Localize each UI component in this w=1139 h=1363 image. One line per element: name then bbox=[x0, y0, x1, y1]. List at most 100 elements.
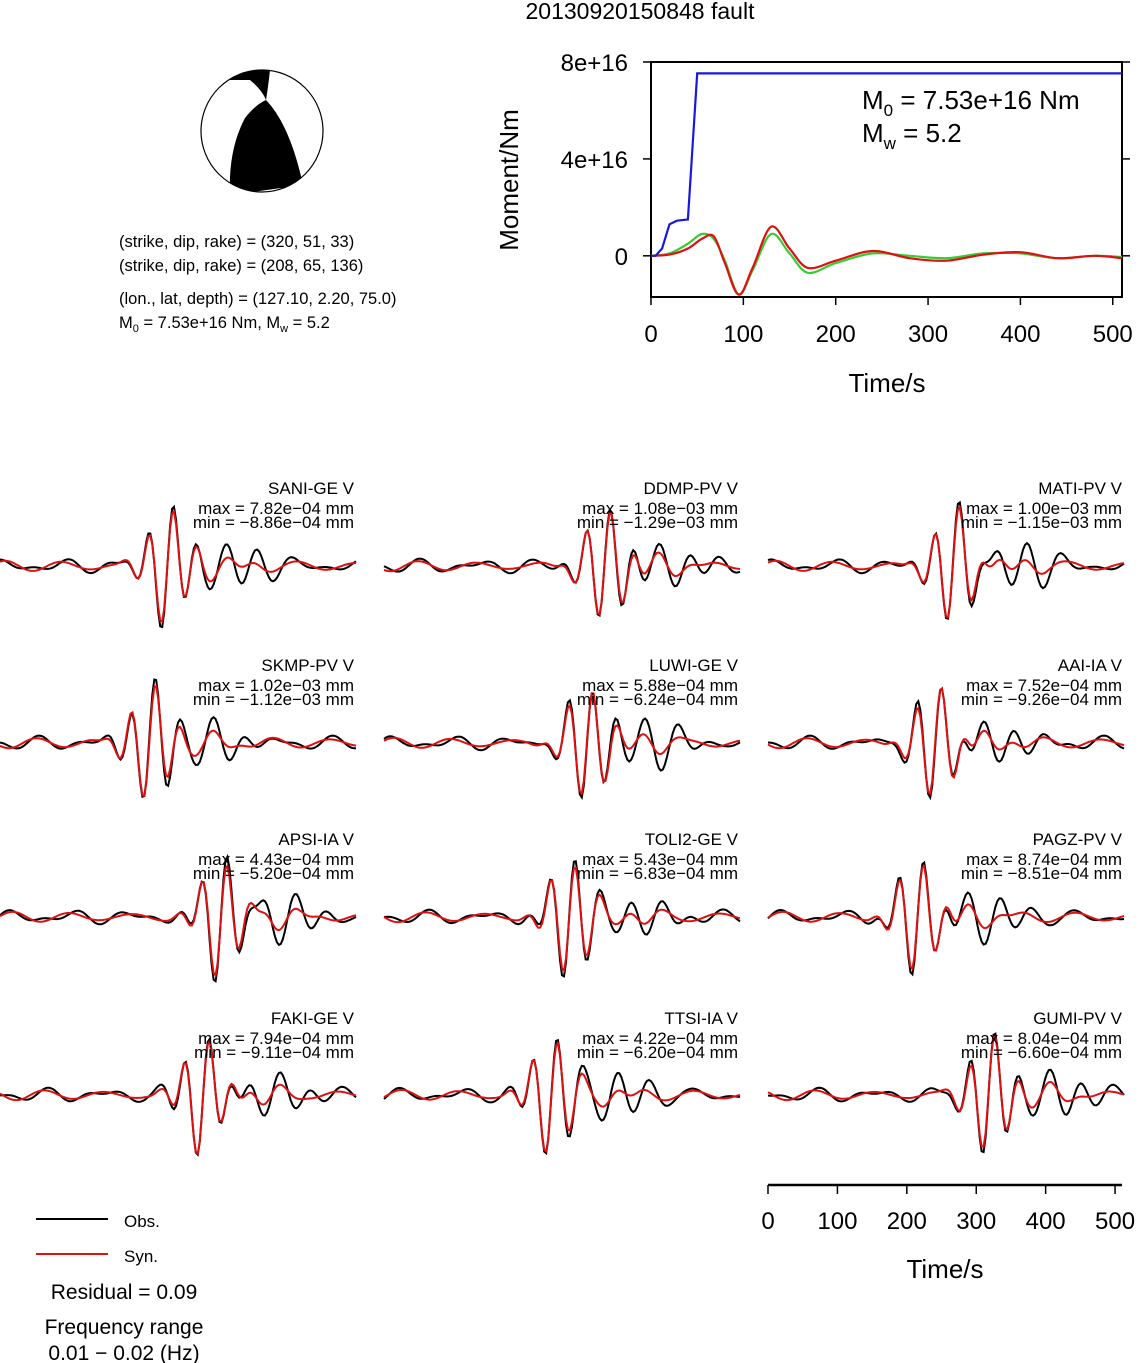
legend-obs-label: Obs. bbox=[124, 1212, 160, 1231]
legend-syn-label: Syn. bbox=[124, 1247, 158, 1266]
synthetic-trace bbox=[0, 509, 357, 623]
synthetic-trace bbox=[0, 863, 357, 978]
station-min: min = −6.60e−04 mm bbox=[961, 1043, 1122, 1062]
station-name: AAI-IA V bbox=[1058, 656, 1123, 675]
station-name: TOLI2-GE V bbox=[645, 830, 739, 849]
nodal-plane-1: (strike, dip, rake) = (320, 51, 33) bbox=[119, 233, 354, 251]
synthetic-trace bbox=[383, 866, 741, 973]
moment-ylabel: Moment/Nm bbox=[494, 109, 524, 251]
station-max: max = 1.02e−03 mm bbox=[198, 676, 354, 695]
station-name: GUMI-PV V bbox=[1033, 1009, 1122, 1028]
moment-xtick-label: 200 bbox=[816, 321, 856, 348]
waveform-xtick-label: 300 bbox=[956, 1208, 996, 1235]
station-max: max = 1.00e−03 mm bbox=[966, 499, 1122, 518]
station-name: PAGZ-PV V bbox=[1033, 830, 1123, 849]
focal-mechanism-beachball bbox=[200, 69, 324, 193]
station-min: min = −8.86e−04 mm bbox=[193, 513, 354, 532]
moment-series-blue bbox=[651, 72, 1122, 257]
moment-xtick-label: 300 bbox=[908, 321, 948, 348]
synthetic-trace bbox=[767, 1035, 1125, 1148]
station-min: min = −9.26e−04 mm bbox=[961, 690, 1122, 709]
frequency-range-label: Frequency range bbox=[45, 1316, 204, 1339]
synthetic-trace bbox=[0, 684, 357, 798]
observed-trace bbox=[0, 678, 356, 799]
figure-title: 20130920150848 fault bbox=[526, 0, 756, 24]
synthetic-trace bbox=[383, 692, 741, 796]
synthetic-trace bbox=[383, 512, 741, 617]
moment-m0-annotation: M0 = 7.53e+16 Nm bbox=[862, 85, 1080, 120]
station-name: SANI-GE V bbox=[268, 479, 355, 498]
synthetic-trace bbox=[767, 505, 1125, 619]
station-name: FAKI-GE V bbox=[271, 1009, 355, 1028]
station-max: max = 7.82e−04 mm bbox=[198, 499, 354, 518]
station-name: TTSI-IA V bbox=[664, 1009, 738, 1028]
residual-text: Residual = 0.09 bbox=[51, 1281, 198, 1304]
station-min: min = −1.15e−03 mm bbox=[961, 513, 1122, 532]
station-max: max = 7.94e−04 mm bbox=[198, 1029, 354, 1048]
observed-trace bbox=[383, 509, 741, 618]
moment-magnitude-line: M0 = 7.53e+16 Nm, Mw = 5.2 bbox=[119, 314, 330, 335]
moment-chart: Moment/Nm Time/s M0 = 7.53e+16 Nm Mw = 5… bbox=[494, 50, 1133, 398]
synthetic-trace bbox=[383, 1041, 741, 1154]
station-min: min = −8.51e−04 mm bbox=[961, 864, 1122, 883]
moment-ytick-label: 8e+16 bbox=[561, 50, 628, 77]
observed-trace bbox=[767, 1032, 1125, 1154]
station-name: LUWI-GE V bbox=[649, 656, 738, 675]
station-max: max = 7.52e−04 mm bbox=[966, 676, 1122, 695]
moment-xtick-label: 0 bbox=[644, 321, 657, 348]
station-min: min = −1.29e−03 mm bbox=[577, 513, 738, 532]
moment-ytick-label: 0 bbox=[615, 244, 628, 271]
moment-xlabel: Time/s bbox=[848, 368, 925, 398]
synthetic-trace bbox=[0, 1039, 357, 1156]
station-max: max = 4.22e−04 mm bbox=[582, 1029, 738, 1048]
waveform-time-axis: Time/s 0 100 200 300 400 500 bbox=[761, 1183, 1135, 1284]
station-max: max = 5.88e−04 mm bbox=[582, 676, 738, 695]
waveform-xtick-label: 500 bbox=[1095, 1208, 1135, 1235]
station-min: min = −6.83e−04 mm bbox=[577, 864, 738, 883]
waveform-xlabel: Time/s bbox=[906, 1254, 983, 1284]
nodal-plane-2: (strike, dip, rake) = (208, 65, 136) bbox=[119, 257, 363, 275]
station-min: min = −6.20e−04 mm bbox=[577, 1043, 738, 1062]
moment-plot-frame bbox=[650, 61, 1123, 298]
synthetic-trace bbox=[767, 687, 1125, 796]
station-max: max = 8.74e−04 mm bbox=[966, 850, 1122, 869]
station-min: min = −1.12e−03 mm bbox=[193, 690, 354, 709]
station-name: DDMP-PV V bbox=[644, 479, 739, 498]
waveform-xtick-label: 400 bbox=[1026, 1208, 1066, 1235]
moment-xtick-label: 400 bbox=[1000, 321, 1040, 348]
station-min: min = −5.20e−04 mm bbox=[193, 864, 354, 883]
station-max: max = 8.04e−04 mm bbox=[966, 1029, 1122, 1048]
station-name: SKMP-PV V bbox=[261, 656, 354, 675]
waveform-xtick-label: 200 bbox=[887, 1208, 927, 1235]
mechanism-info: (strike, dip, rake) = (320, 51, 33) (str… bbox=[119, 233, 396, 335]
waveform-xtick-label: 100 bbox=[817, 1208, 857, 1235]
legend: Obs. Syn. bbox=[36, 1212, 160, 1266]
frequency-range-value: 0.01 − 0.02 (Hz) bbox=[48, 1342, 199, 1363]
location-depth: (lon., lat, depth) = (127.10, 2.20, 75.0… bbox=[119, 290, 396, 308]
moment-series-green bbox=[650, 232, 1123, 296]
station-min: min = −6.24e−04 mm bbox=[577, 690, 738, 709]
moment-series-red bbox=[650, 225, 1123, 296]
moment-xtick-label: 500 bbox=[1093, 321, 1133, 348]
station-max: max = 1.08e−03 mm bbox=[582, 499, 738, 518]
moment-mw-annotation: Mw = 5.2 bbox=[862, 118, 962, 153]
observed-trace bbox=[767, 500, 1125, 621]
station-max: max = 5.43e−04 mm bbox=[582, 850, 738, 869]
station-name: MATI-PV V bbox=[1038, 479, 1122, 498]
station-name: APSI-IA V bbox=[278, 830, 354, 849]
station-min: min = −9.11e−04 mm bbox=[194, 1043, 354, 1062]
